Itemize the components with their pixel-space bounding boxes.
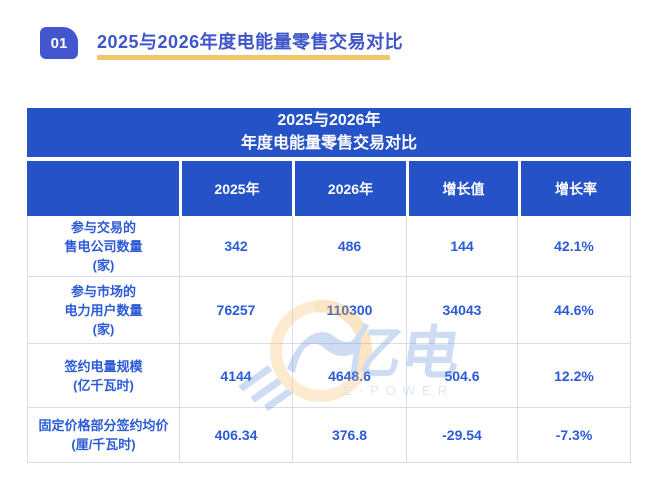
column-header-2026: 2026年 — [295, 161, 406, 216]
table-title: 2025与2026年 年度电能量零售交易对比 — [27, 108, 631, 157]
cell-value: 34043 — [407, 277, 518, 343]
cell-value: 486 — [293, 216, 407, 276]
column-header-growth-value: 增长值 — [409, 161, 518, 216]
title-underline — [97, 55, 390, 60]
cell-value: 12.2% — [518, 344, 631, 407]
table-title-line1: 2025与2026年 — [277, 112, 381, 130]
cell-value: 504.6 — [407, 344, 518, 407]
cell-value: 406.34 — [180, 408, 293, 462]
cell-value: 376.8 — [293, 408, 407, 462]
column-header-growth-rate: 增长率 — [521, 161, 631, 216]
row-label: 参与市场的 电力用户数量 (家) — [27, 277, 180, 343]
cell-value: 342 — [180, 216, 293, 276]
comparison-table: 2025与2026年 年度电能量零售交易对比 2025年 2026年 增长值 增… — [27, 108, 631, 463]
table-row: 签约电量规模 (亿千瓦时) 4144 4648.6 504.6 12.2% — [27, 344, 631, 408]
table-title-line2: 年度电能量零售交易对比 — [240, 134, 417, 152]
cell-value: -7.3% — [518, 408, 631, 462]
cell-value: 4144 — [180, 344, 293, 407]
page-title: 2025与2026年度电能量零售交易对比 — [97, 32, 404, 52]
cell-value: 42.1% — [518, 216, 631, 276]
cell-value: 44.6% — [518, 277, 631, 343]
row-label: 固定价格部分签约均价 (厘/千瓦时) — [27, 408, 180, 462]
cell-value: -29.54 — [407, 408, 518, 462]
table-header-row: 2025年 2026年 增长值 增长率 — [27, 161, 631, 216]
cell-value: 110300 — [293, 277, 407, 343]
section-number-badge: 01 — [40, 27, 78, 59]
cell-value: 144 — [407, 216, 518, 276]
table-row: 参与交易的 售电公司数量 (家) 342 486 144 42.1% — [27, 216, 631, 277]
cell-value: 4648.6 — [293, 344, 407, 407]
row-label: 参与交易的 售电公司数量 (家) — [27, 216, 180, 276]
row-label: 签约电量规模 (亿千瓦时) — [27, 344, 180, 407]
table-row: 固定价格部分签约均价 (厘/千瓦时) 406.34 376.8 -29.54 -… — [27, 408, 631, 463]
column-header-2025: 2025年 — [182, 161, 292, 216]
cell-value: 76257 — [180, 277, 293, 343]
column-header-empty — [27, 161, 179, 216]
table-row: 参与市场的 电力用户数量 (家) 76257 110300 34043 44.6… — [27, 277, 631, 344]
